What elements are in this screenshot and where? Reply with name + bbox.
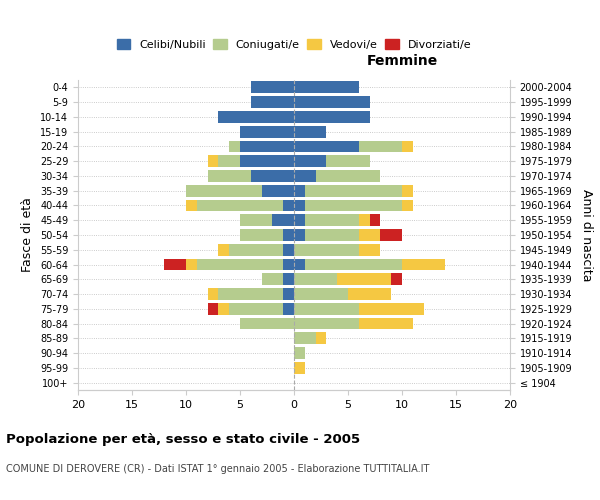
Bar <box>186 185 262 196</box>
Bar <box>370 214 380 226</box>
Bar <box>294 288 348 300</box>
Bar <box>240 126 294 138</box>
Bar <box>402 185 413 196</box>
Bar <box>294 140 359 152</box>
Bar <box>218 244 229 256</box>
Bar <box>283 303 294 314</box>
Bar <box>229 244 283 256</box>
Bar <box>208 170 251 182</box>
Bar <box>186 258 197 270</box>
Bar <box>402 200 413 211</box>
Bar <box>316 170 380 182</box>
Bar <box>283 229 294 241</box>
Bar <box>359 244 380 256</box>
Bar <box>402 258 445 270</box>
Bar <box>240 140 294 152</box>
Bar <box>380 229 402 241</box>
Bar <box>197 258 283 270</box>
Bar <box>283 200 294 211</box>
Bar <box>294 214 305 226</box>
Bar <box>294 111 370 123</box>
Bar <box>305 258 402 270</box>
Bar <box>294 82 359 94</box>
Bar <box>305 229 359 241</box>
Bar <box>294 96 370 108</box>
Bar <box>294 362 305 374</box>
Bar <box>359 303 424 314</box>
Bar <box>294 170 316 182</box>
Bar <box>272 214 294 226</box>
Bar <box>218 156 240 167</box>
Bar <box>283 288 294 300</box>
Bar <box>294 303 359 314</box>
Bar <box>359 229 380 241</box>
Bar <box>240 214 272 226</box>
Bar <box>402 140 413 152</box>
Bar <box>218 303 229 314</box>
Bar <box>208 303 218 314</box>
Bar <box>208 156 218 167</box>
Bar <box>294 200 305 211</box>
Bar <box>305 185 402 196</box>
Bar <box>326 156 370 167</box>
Bar <box>294 318 359 330</box>
Bar <box>294 156 326 167</box>
Bar <box>283 244 294 256</box>
Bar <box>262 185 294 196</box>
Text: COMUNE DI DEROVERE (CR) - Dati ISTAT 1° gennaio 2005 - Elaborazione TUTTITALIA.I: COMUNE DI DEROVERE (CR) - Dati ISTAT 1° … <box>6 464 430 474</box>
Bar <box>294 274 337 285</box>
Bar <box>197 200 283 211</box>
Bar <box>164 258 186 270</box>
Bar <box>251 82 294 94</box>
Bar <box>186 200 197 211</box>
Bar <box>240 318 294 330</box>
Bar <box>305 200 402 211</box>
Y-axis label: Anni di nascita: Anni di nascita <box>580 188 593 281</box>
Bar <box>229 140 240 152</box>
Bar <box>359 214 370 226</box>
Text: Popolazione per età, sesso e stato civile - 2005: Popolazione per età, sesso e stato civil… <box>6 432 360 446</box>
Bar <box>294 185 305 196</box>
Bar <box>218 111 294 123</box>
Bar <box>294 332 316 344</box>
Bar <box>240 156 294 167</box>
Bar <box>262 274 283 285</box>
Bar <box>218 288 283 300</box>
Bar <box>283 274 294 285</box>
Bar <box>229 303 283 314</box>
Bar <box>208 288 218 300</box>
Bar <box>348 288 391 300</box>
Bar <box>294 347 305 359</box>
Bar <box>294 126 326 138</box>
Bar <box>251 170 294 182</box>
Y-axis label: Fasce di età: Fasce di età <box>22 198 34 272</box>
Bar <box>240 229 283 241</box>
Bar <box>294 258 305 270</box>
Bar <box>316 332 326 344</box>
Bar <box>294 229 305 241</box>
Bar <box>391 274 402 285</box>
Bar <box>305 214 359 226</box>
Legend: Celibi/Nubili, Coniugati/e, Vedovi/e, Divorziati/e: Celibi/Nubili, Coniugati/e, Vedovi/e, Di… <box>113 36 475 54</box>
Text: Femmine: Femmine <box>367 54 437 68</box>
Bar <box>359 140 402 152</box>
Bar <box>359 318 413 330</box>
Bar <box>337 274 391 285</box>
Bar <box>283 258 294 270</box>
Bar <box>251 96 294 108</box>
Bar <box>294 244 359 256</box>
